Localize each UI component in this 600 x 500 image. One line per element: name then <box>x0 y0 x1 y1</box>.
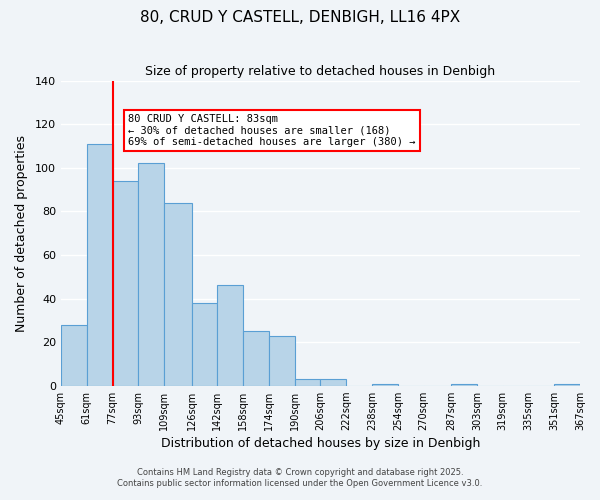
Bar <box>87 144 113 386</box>
Bar <box>269 336 295 386</box>
Text: Contains HM Land Registry data © Crown copyright and database right 2025.
Contai: Contains HM Land Registry data © Crown c… <box>118 468 482 487</box>
Y-axis label: Number of detached properties: Number of detached properties <box>15 134 28 332</box>
Bar <box>217 286 243 386</box>
Bar <box>113 181 139 386</box>
Bar <box>554 384 580 386</box>
Bar <box>243 331 269 386</box>
Bar <box>295 379 320 386</box>
Text: 80, CRUD Y CASTELL, DENBIGH, LL16 4PX: 80, CRUD Y CASTELL, DENBIGH, LL16 4PX <box>140 10 460 25</box>
Bar <box>320 379 346 386</box>
X-axis label: Distribution of detached houses by size in Denbigh: Distribution of detached houses by size … <box>161 437 480 450</box>
Text: 80 CRUD Y CASTELL: 83sqm
← 30% of detached houses are smaller (168)
69% of semi-: 80 CRUD Y CASTELL: 83sqm ← 30% of detach… <box>128 114 416 148</box>
Bar <box>451 384 477 386</box>
Bar <box>372 384 398 386</box>
Bar <box>191 303 217 386</box>
Bar <box>61 324 87 386</box>
Bar <box>139 164 164 386</box>
Bar <box>164 202 191 386</box>
Title: Size of property relative to detached houses in Denbigh: Size of property relative to detached ho… <box>145 65 496 78</box>
